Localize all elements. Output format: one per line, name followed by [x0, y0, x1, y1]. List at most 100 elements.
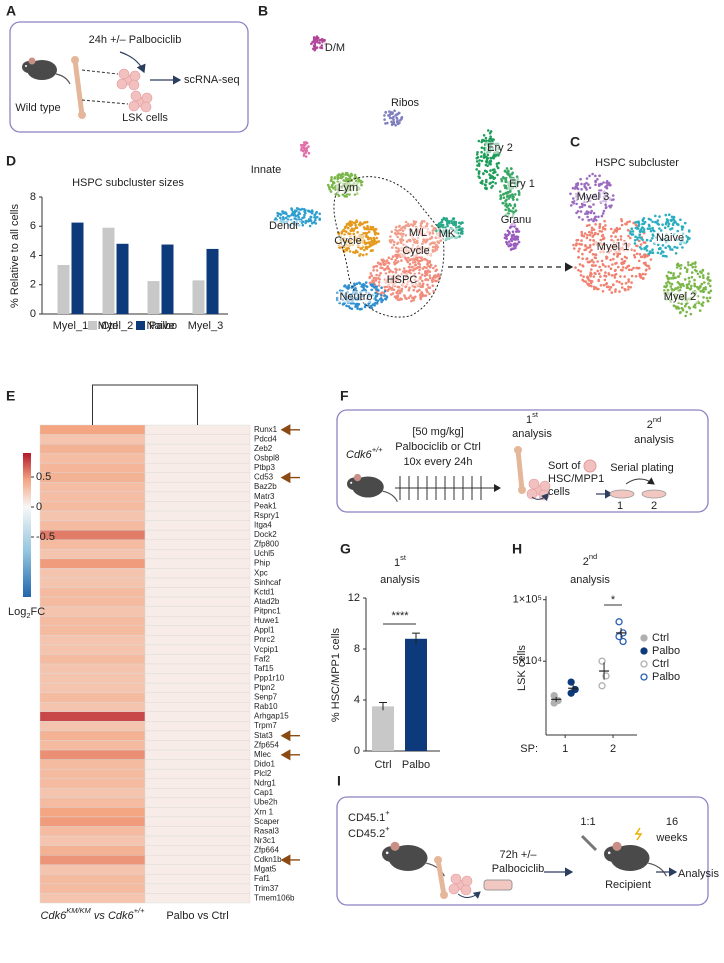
umap-dot [706, 299, 710, 303]
heatmap-cell [144, 845, 251, 856]
umap-dot [382, 258, 385, 262]
umap-dot [340, 232, 344, 235]
umap-dot [372, 269, 375, 272]
row-label: Uchl5 [254, 549, 275, 558]
umap-dot [635, 266, 638, 270]
umap-dot [309, 210, 312, 214]
umap-dot [599, 238, 603, 242]
heatmap-cell [39, 520, 146, 531]
y-tick-label: 12 [348, 592, 360, 604]
umap-dot [605, 283, 608, 286]
umap-dot [569, 192, 572, 196]
umap-dot [627, 285, 630, 289]
umap-dot [587, 283, 590, 287]
umap-dot [330, 185, 334, 188]
row-label: Taf15 [254, 664, 274, 673]
cluster-label: Ery 2 [487, 142, 513, 154]
chart-title-part: 1 [394, 557, 400, 569]
umap-dot [383, 114, 386, 117]
heatmap-cell [39, 635, 146, 646]
heatmap-cell [144, 797, 251, 808]
umap-dot [667, 244, 670, 248]
bone [435, 857, 447, 898]
cluster-label: Innate [251, 164, 282, 176]
umap-dot [580, 182, 583, 186]
umap-dot [651, 237, 654, 240]
dish [609, 489, 635, 499]
umap-dot [687, 282, 691, 286]
umap-dot [425, 224, 429, 228]
umap-dot [329, 190, 333, 193]
umap-dot [677, 264, 681, 268]
umap-dot [448, 221, 451, 225]
umap-dot [395, 256, 399, 260]
cluster-label: D/M [325, 42, 345, 54]
chart-title: analysis [380, 574, 420, 586]
column-label: Cdk6KM/KM vs Cdk6+/+ [41, 906, 146, 921]
umap-dot [315, 35, 319, 38]
umap-dot [403, 294, 406, 297]
row-label: Zfp664 [254, 846, 279, 855]
umap-dot [310, 221, 314, 225]
umap-dot [376, 232, 380, 235]
umap-dot [668, 213, 671, 216]
umap-dot [629, 236, 632, 240]
umap-dot [498, 190, 502, 193]
umap-dot [386, 289, 390, 293]
umap-dot [507, 244, 511, 248]
umap-dot [648, 227, 652, 231]
umap-dot [610, 234, 613, 238]
panel-letter: E [6, 388, 15, 404]
row-label: Pitpnc1 [254, 607, 281, 616]
umap-dot [605, 257, 608, 260]
heatmap-cell [144, 702, 251, 712]
umap-dot [508, 240, 511, 243]
cell [140, 101, 152, 113]
umap-dot [638, 239, 641, 243]
umap-dot [589, 243, 592, 247]
row-label: Sinhcaf [254, 578, 281, 587]
umap-dot [590, 209, 593, 213]
umap-dot [409, 294, 412, 298]
umap-dot [580, 205, 584, 209]
umap-dot [461, 227, 464, 230]
umap-dot [391, 270, 395, 274]
cluster-label: HSPC [387, 274, 418, 286]
umap-dot [396, 235, 400, 239]
heatmap-cell [144, 558, 251, 569]
umap-dot [686, 237, 690, 241]
heatmap-cell [39, 549, 146, 560]
umap-dot [369, 236, 373, 240]
umap-dot [605, 285, 609, 289]
umap-dot [588, 250, 592, 254]
cluster-label-bg [498, 213, 534, 226]
umap-dot [645, 238, 649, 242]
umap-dot [508, 209, 512, 213]
umap-dot [361, 253, 365, 257]
umap-dot [428, 274, 432, 277]
umap-dot [644, 269, 648, 272]
umap-dot [580, 243, 583, 246]
umap-dot [701, 269, 705, 272]
umap-dot [307, 145, 310, 148]
umap-dot [418, 268, 421, 272]
umap-dot [446, 224, 449, 228]
row-label: Rab10 [254, 702, 278, 711]
umap-dot [312, 40, 316, 43]
umap-dot [396, 241, 400, 245]
umap-dot [694, 265, 697, 269]
umap-dot [434, 247, 438, 251]
umap-dot [413, 221, 416, 225]
umap-dot [511, 247, 514, 250]
umap-dot [344, 225, 347, 229]
label: Serial plating [610, 462, 674, 474]
umap-dot [404, 257, 408, 261]
label: CD45.1+ [348, 808, 390, 823]
umap-dot [496, 173, 499, 177]
umap-dot [504, 191, 508, 195]
heatmap-cell [39, 510, 146, 521]
umap-dot [681, 246, 684, 249]
umap-dot [381, 260, 385, 264]
umap-dot [430, 279, 434, 282]
umap-dot [432, 241, 436, 245]
